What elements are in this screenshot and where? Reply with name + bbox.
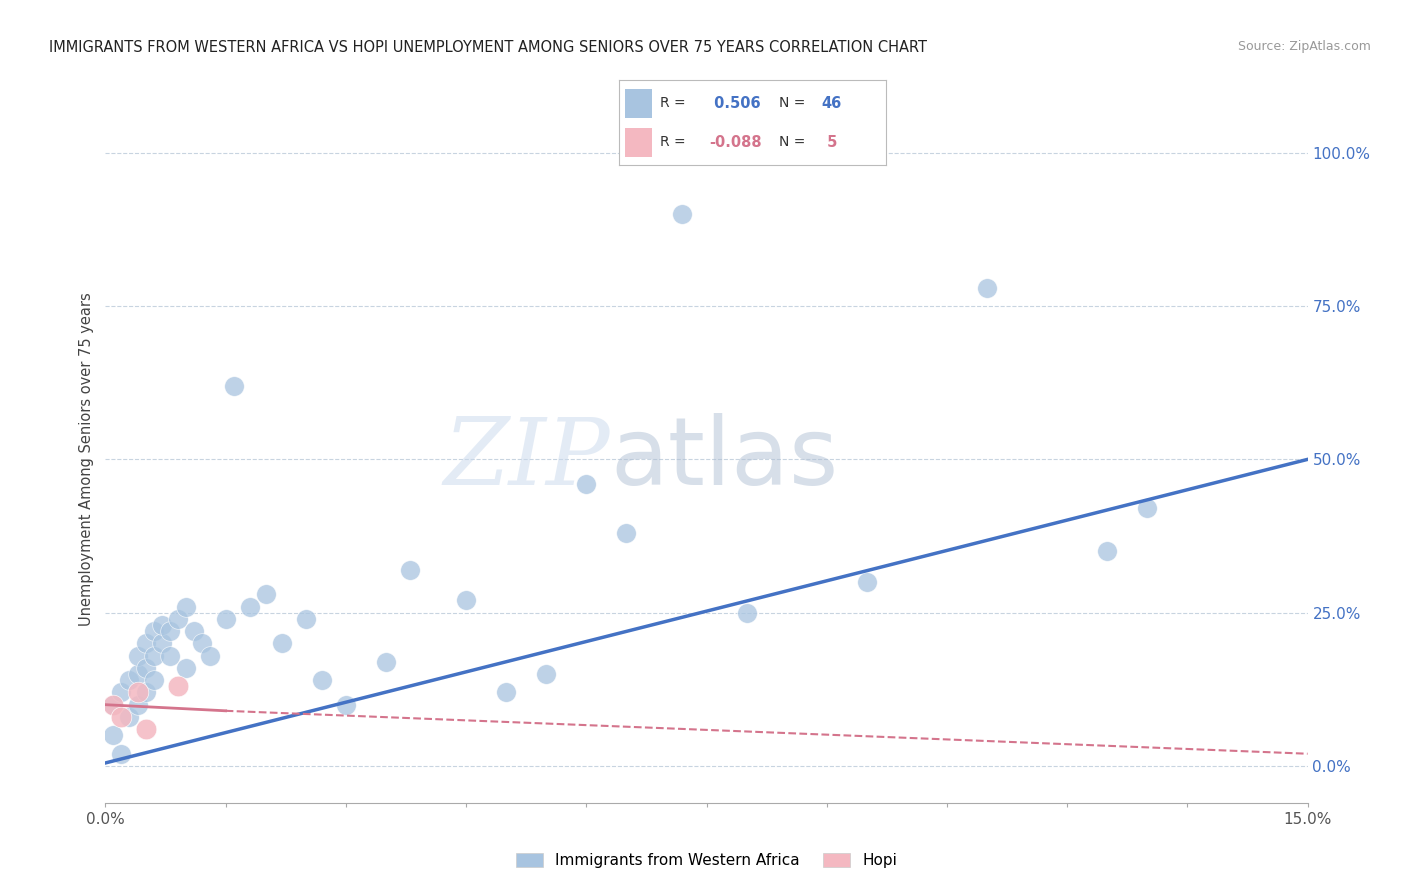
Point	[110, 710, 132, 724]
Point	[254, 587, 277, 601]
Point	[127, 667, 149, 681]
Point	[174, 661, 197, 675]
Bar	[626, 128, 652, 157]
Point	[1097, 544, 1119, 558]
Point	[174, 599, 197, 614]
Point	[374, 655, 398, 669]
Point	[135, 661, 157, 675]
Point	[311, 673, 333, 688]
Bar	[626, 89, 652, 118]
Text: ZIP: ZIP	[444, 415, 610, 504]
Text: -0.088: -0.088	[710, 135, 762, 150]
Text: IMMIGRANTS FROM WESTERN AFRICA VS HOPI UNEMPLOYMENT AMONG SENIORS OVER 75 YEARS : IMMIGRANTS FROM WESTERN AFRICA VS HOPI U…	[49, 40, 927, 55]
Text: 0.506: 0.506	[710, 95, 761, 111]
Point	[671, 207, 693, 221]
Point	[239, 599, 262, 614]
Point	[534, 667, 557, 681]
Point	[103, 728, 125, 742]
Point	[222, 379, 245, 393]
Text: atlas: atlas	[610, 413, 838, 506]
Point	[454, 593, 477, 607]
Point	[976, 281, 998, 295]
Text: N =: N =	[779, 96, 806, 110]
Point	[198, 648, 221, 663]
Point	[183, 624, 205, 639]
Point	[150, 636, 173, 650]
Point	[159, 648, 181, 663]
Point	[110, 685, 132, 699]
Point	[142, 648, 165, 663]
Point	[855, 575, 877, 590]
Point	[295, 612, 318, 626]
Point	[166, 679, 188, 693]
Point	[735, 606, 758, 620]
Point	[270, 636, 292, 650]
Point	[103, 698, 125, 712]
Text: 46: 46	[821, 95, 842, 111]
Point	[616, 526, 638, 541]
Point	[110, 747, 132, 761]
Point	[399, 563, 422, 577]
Point	[127, 648, 149, 663]
Text: R =: R =	[659, 96, 686, 110]
Text: N =: N =	[779, 136, 806, 149]
Point	[135, 685, 157, 699]
Point	[190, 636, 212, 650]
Point	[495, 685, 517, 699]
Point	[142, 624, 165, 639]
Point	[150, 618, 173, 632]
Text: R =: R =	[659, 136, 686, 149]
Point	[575, 477, 598, 491]
Point	[127, 698, 149, 712]
Legend: Immigrants from Western Africa, Hopi: Immigrants from Western Africa, Hopi	[509, 847, 904, 874]
Text: Source: ZipAtlas.com: Source: ZipAtlas.com	[1237, 40, 1371, 54]
Point	[103, 698, 125, 712]
Point	[1136, 501, 1159, 516]
Point	[127, 685, 149, 699]
Point	[214, 612, 236, 626]
Point	[335, 698, 357, 712]
Point	[142, 673, 165, 688]
Point	[118, 710, 141, 724]
Y-axis label: Unemployment Among Seniors over 75 years: Unemployment Among Seniors over 75 years	[79, 293, 94, 626]
Text: 5: 5	[821, 135, 837, 150]
Point	[118, 673, 141, 688]
Point	[166, 612, 188, 626]
Point	[135, 636, 157, 650]
Point	[135, 723, 157, 737]
Point	[159, 624, 181, 639]
